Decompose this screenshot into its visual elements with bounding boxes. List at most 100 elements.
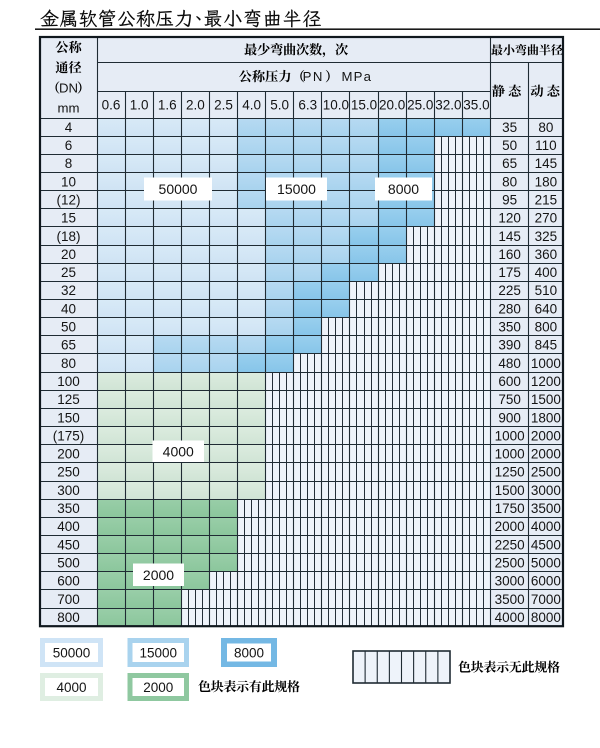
svg-text:480: 480 [498,356,521,371]
svg-text:360: 360 [535,247,558,262]
svg-text:mm: mm [58,101,80,116]
svg-text:1000: 1000 [495,447,525,462]
svg-text:640: 640 [535,301,558,316]
svg-text:110: 110 [535,138,557,153]
svg-text:750: 750 [498,392,521,407]
svg-text:180: 180 [535,174,558,189]
svg-text:4500: 4500 [531,537,561,552]
svg-text:25: 25 [61,265,76,280]
svg-text:32.0: 32.0 [435,97,461,112]
svg-text:1500: 1500 [495,483,525,498]
svg-text:3500: 3500 [531,501,561,516]
svg-text:2250: 2250 [495,537,525,552]
svg-text:65: 65 [502,156,517,171]
svg-text:1200: 1200 [531,374,561,389]
svg-text:4000: 4000 [56,680,86,695]
svg-text:390: 390 [498,338,521,353]
svg-text:35: 35 [502,120,517,135]
svg-text:50000: 50000 [159,181,198,197]
svg-text:5000: 5000 [531,555,561,570]
svg-text:15.0: 15.0 [351,97,377,112]
svg-text:35.0: 35.0 [463,97,489,112]
svg-text:2.0: 2.0 [186,97,205,112]
svg-text:7000: 7000 [531,592,561,607]
svg-text:65: 65 [61,338,76,353]
svg-text:50000: 50000 [53,645,91,660]
svg-text:50: 50 [502,138,517,153]
svg-text:100: 100 [57,374,80,389]
svg-text:95: 95 [502,192,517,207]
svg-text:215: 215 [535,192,558,207]
svg-text:250: 250 [57,465,80,480]
svg-text:350: 350 [498,320,521,335]
svg-text:1.6: 1.6 [158,97,177,112]
svg-text:500: 500 [57,555,80,570]
svg-text:270: 270 [535,211,558,226]
svg-text:350: 350 [57,501,80,516]
svg-text:4000: 4000 [495,610,525,625]
svg-text:175: 175 [498,265,521,280]
svg-text:PN: PN [303,69,324,84]
svg-text:(12): (12) [56,192,80,207]
svg-text:4.0: 4.0 [242,97,261,112]
svg-text:5.0: 5.0 [270,97,289,112]
svg-text:1250: 1250 [495,465,525,480]
svg-text:80: 80 [538,120,553,135]
svg-text:50: 50 [61,320,76,335]
svg-text:4000: 4000 [531,519,561,534]
svg-text:1000: 1000 [531,356,561,371]
svg-text:DN: DN [59,81,78,96]
svg-text:8000: 8000 [531,610,561,625]
svg-text:2000: 2000 [143,567,174,583]
svg-text:80: 80 [61,356,76,371]
svg-text:(18): (18) [56,229,80,244]
svg-text:15: 15 [61,211,76,226]
svg-text:225: 225 [498,283,521,298]
svg-text:6.3: 6.3 [298,97,317,112]
svg-text:20.0: 20.0 [379,97,405,112]
svg-text:32: 32 [61,283,76,298]
svg-text:3000: 3000 [495,574,525,589]
svg-text:4000: 4000 [163,443,194,459]
svg-text:3500: 3500 [495,592,525,607]
svg-text:1750: 1750 [495,501,525,516]
svg-text:400: 400 [535,265,558,280]
svg-text:600: 600 [498,374,521,389]
svg-text:(175): (175) [53,428,85,443]
svg-text:20: 20 [61,247,76,262]
svg-text:MPa: MPa [341,69,372,84]
svg-text:800: 800 [535,320,558,335]
svg-text:2000: 2000 [531,428,561,443]
svg-text:8: 8 [65,156,73,171]
svg-text:200: 200 [57,447,80,462]
svg-text:1000: 1000 [495,428,525,443]
svg-text:2500: 2500 [495,555,525,570]
svg-text:6000: 6000 [531,574,561,589]
svg-text:120: 120 [498,211,521,226]
svg-text:2000: 2000 [143,680,173,695]
svg-text:160: 160 [498,247,521,262]
svg-text:2.5: 2.5 [214,97,233,112]
svg-text:0.6: 0.6 [102,97,121,112]
svg-text:15000: 15000 [139,645,177,660]
svg-text:600: 600 [57,574,80,589]
svg-text:280: 280 [498,301,521,316]
svg-text:1800: 1800 [531,410,561,425]
svg-text:145: 145 [498,229,521,244]
svg-text:80: 80 [502,174,517,189]
svg-text:25.0: 25.0 [407,97,433,112]
svg-text:8000: 8000 [234,645,264,660]
svg-text:150: 150 [57,410,80,425]
svg-text:40: 40 [61,301,76,316]
svg-text:300: 300 [57,483,80,498]
svg-text:2000: 2000 [531,447,561,462]
svg-text:6: 6 [65,138,73,153]
svg-text:10.0: 10.0 [323,97,349,112]
svg-text:2000: 2000 [495,519,525,534]
svg-text:845: 845 [535,338,558,353]
svg-text:510: 510 [535,283,558,298]
svg-text:900: 900 [498,410,521,425]
svg-text:2500: 2500 [531,465,561,480]
svg-text:800: 800 [57,610,80,625]
svg-text:3000: 3000 [531,483,561,498]
